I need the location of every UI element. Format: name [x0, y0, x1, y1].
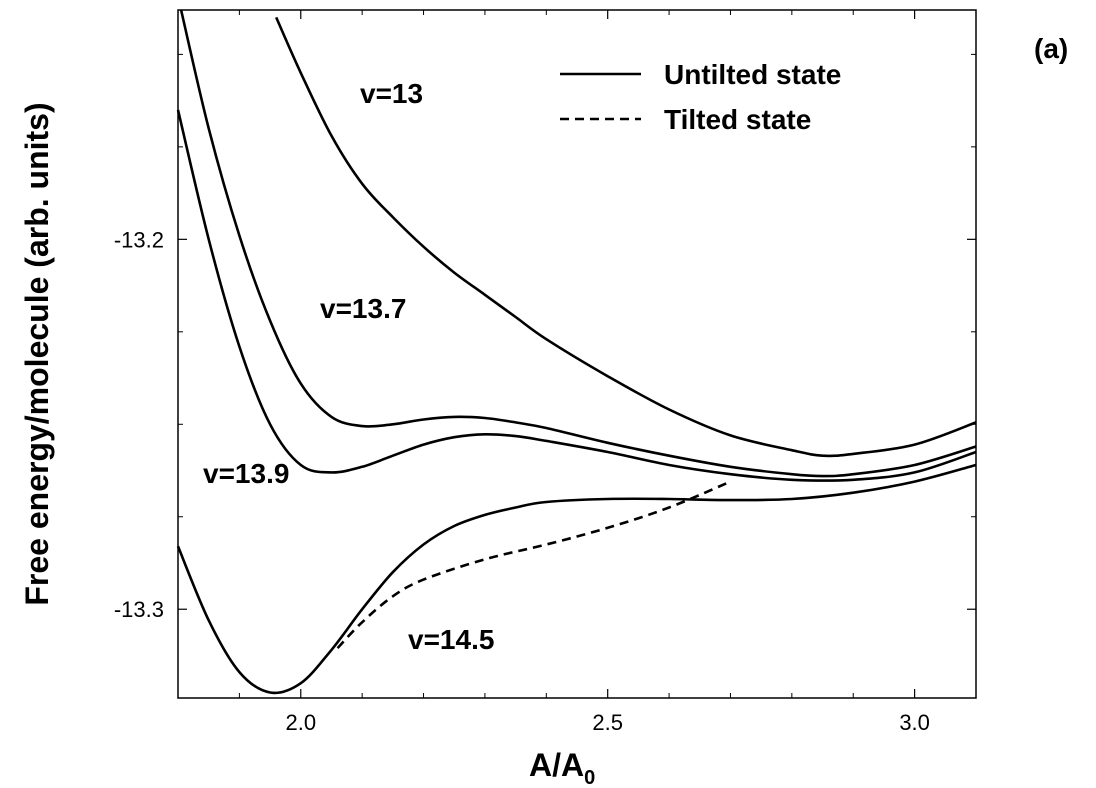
x-tick-label: 2.5 — [592, 710, 623, 735]
legend-label-untilted: Untilted state — [664, 59, 841, 90]
x-tick-label: 2.0 — [285, 710, 316, 735]
x-axis-title-main: A/A — [529, 747, 584, 783]
panel-label: (a) — [1034, 33, 1068, 64]
x-tick-label: 3.0 — [899, 710, 930, 735]
series-line-tilted-state — [336, 480, 732, 649]
series-line-v-14-5 — [176, 463, 977, 695]
curve-label-v-13: v=13 — [360, 78, 423, 109]
y-tick-label: -13.3 — [114, 597, 164, 622]
ticks: 2.0 2.5 3.0 -13.2 -13.3 — [114, 10, 977, 735]
series-line-v-13-7 — [179, 9, 977, 478]
curve-label-v-14-5: v=14.5 — [408, 624, 494, 655]
legend-label-tilted: Tilted state — [664, 104, 811, 135]
series-line-v-13 — [275, 16, 977, 458]
curve-label-v-13-7: v=13.7 — [320, 293, 406, 324]
legend: Untilted state Tilted state — [560, 59, 841, 135]
curve-label-v-13-9: v=13.9 — [203, 458, 289, 489]
series-line-v-13-9 — [176, 109, 977, 482]
x-axis-title-subscript: 0 — [584, 767, 595, 788]
curve-labels: v=13 v=13.7 v=13.9 v=14.5 — [203, 78, 494, 655]
series-group — [176, 9, 977, 695]
y-tick-label: -13.2 — [114, 227, 164, 252]
plot-frame — [177, 9, 977, 699]
y-axis-title: Free energy/molecule (arb. units) — [19, 102, 55, 605]
x-axis-title: A/A0 — [529, 747, 595, 788]
